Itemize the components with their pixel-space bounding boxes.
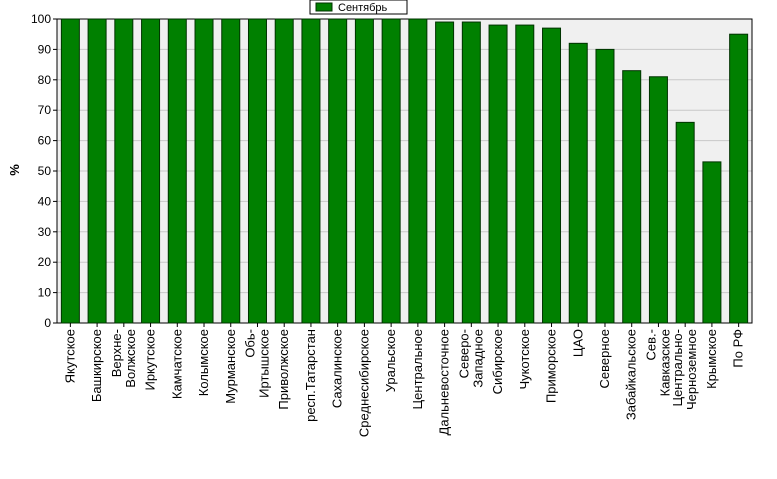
y-tick-label: 80	[38, 73, 52, 87]
legend: Сентябрь	[309, 0, 408, 15]
y-tick-label: 40	[38, 194, 52, 208]
x-tick-label: Обь-	[242, 329, 257, 358]
bar	[167, 18, 187, 324]
legend-box	[309, 0, 408, 15]
x-tick-label: Сев.-	[643, 329, 658, 360]
bar	[702, 161, 722, 324]
bar	[622, 70, 642, 324]
x-tick-label: Центрально-	[670, 329, 685, 407]
x-tick-label: Сахалинское	[330, 329, 345, 408]
bar	[247, 18, 267, 324]
plot-frame	[56, 18, 753, 324]
bar	[568, 42, 588, 324]
x-tick-label: Камчатское	[169, 329, 184, 399]
y-tick-label: 50	[38, 164, 52, 178]
bar	[729, 33, 749, 324]
bar	[435, 21, 455, 324]
bar	[141, 18, 161, 324]
x-tick-label: Черноземное	[684, 329, 699, 410]
x-tick-label: Северное	[597, 329, 612, 388]
y-axis-label: %	[7, 164, 22, 176]
bar	[595, 48, 615, 324]
bar	[408, 18, 428, 324]
y-tick-label: 20	[38, 255, 52, 269]
y-tick-label: 30	[38, 225, 52, 239]
plot-area: 0 10 20 30 40 50 60 70 80 90 100 Якутское Башкирское…	[31, 12, 753, 437]
bar	[274, 18, 294, 324]
bar	[194, 18, 214, 324]
x-tick-label: Уральское	[383, 329, 398, 392]
y-tick-label: 90	[38, 42, 52, 56]
bar	[354, 18, 374, 324]
x-tick-label: Кавказское	[657, 329, 672, 396]
x-tick-label: Приморское	[544, 329, 559, 403]
y-tick-label: 60	[38, 134, 52, 148]
bar	[488, 24, 508, 324]
y-tick-label: 10	[38, 286, 52, 300]
x-tick-label: Забайкальское	[624, 329, 639, 420]
x-tick-label: Приволжское	[276, 329, 291, 410]
x-tick-label: Волжское	[123, 329, 138, 388]
bar	[301, 18, 321, 324]
x-tick-label: Иртышское	[256, 329, 271, 398]
bar	[461, 21, 481, 324]
bar	[328, 18, 348, 324]
y-tick-label: 70	[38, 103, 52, 117]
x-tick-label: Западное	[470, 329, 485, 388]
y-tick-label: 0	[44, 316, 51, 330]
x-tick-label: Якутское	[62, 329, 77, 383]
x-tick-label: ЦАО	[570, 329, 585, 357]
bar	[542, 27, 562, 324]
x-tick-label: Башкирское	[89, 329, 104, 402]
x-tick-label: Центральное	[410, 329, 425, 409]
bar	[675, 121, 695, 324]
bar	[648, 76, 668, 324]
x-tick-label: Колымское	[196, 329, 211, 396]
bar	[114, 18, 134, 324]
x-tick-label: Среднесибирское	[356, 329, 371, 437]
x-tick-label: Северо-	[456, 329, 471, 378]
y-tick-label: 100	[31, 12, 51, 26]
x-tick-label: По РФ	[731, 329, 746, 368]
bar	[515, 24, 535, 324]
legend-swatch	[315, 2, 333, 12]
x-tick-label: Чукотское	[517, 329, 532, 390]
x-tick-label: Сибирское	[490, 329, 505, 394]
x-tick-label: Верхне-	[109, 329, 124, 377]
x-tick-label: Мурманское	[223, 329, 238, 404]
bar	[87, 18, 107, 324]
x-tick-label: респ.Татарстан	[303, 329, 318, 422]
bar	[221, 18, 241, 324]
x-tick-label: Крымское	[704, 329, 719, 389]
bar	[60, 18, 80, 324]
bar	[381, 18, 401, 324]
x-tick-label: Иркутское	[143, 329, 158, 391]
x-tick-label: Дальневосточное	[437, 329, 452, 435]
legend-label: Сентябрь	[338, 2, 388, 14]
